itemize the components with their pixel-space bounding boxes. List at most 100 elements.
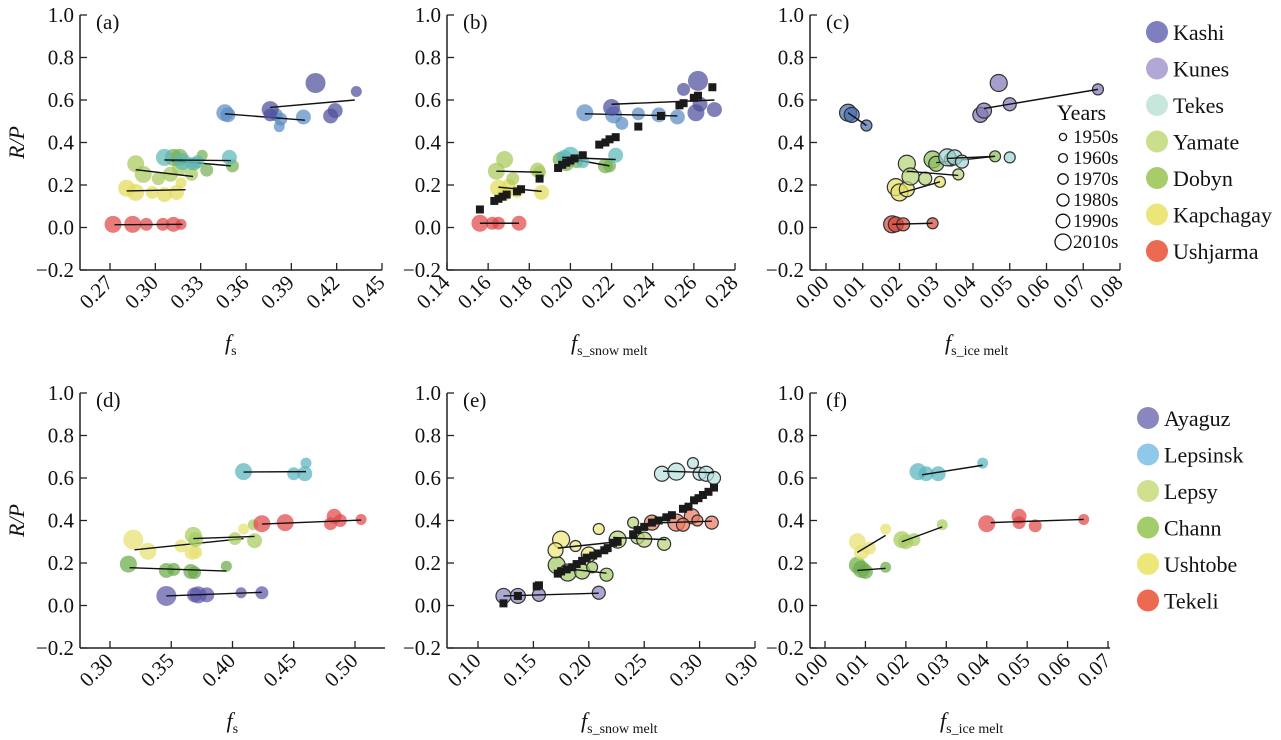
data-point <box>189 545 203 559</box>
size-legend-label: 1960s <box>1073 148 1118 169</box>
data-point <box>657 536 672 551</box>
size-legend-marker <box>1056 193 1070 207</box>
x-tick-label: 0.45 <box>258 649 301 692</box>
square-marker <box>513 591 522 600</box>
panel-label: (a) <box>96 10 119 34</box>
series-ushjarma <box>471 214 527 232</box>
data-point <box>221 149 237 165</box>
y-tick-label: 0.8 <box>48 46 74 70</box>
square-marker <box>689 93 698 102</box>
x-axis-subscript: s_snow melt <box>577 344 648 359</box>
trend-line <box>892 222 933 226</box>
y-tick-label: 0.0 <box>415 216 441 240</box>
square-marker <box>613 537 622 546</box>
trend-line <box>126 188 186 192</box>
y-tick-label: 0.0 <box>48 594 74 618</box>
data-point <box>145 185 159 199</box>
x-axis-title: fs <box>225 330 237 359</box>
square-marker <box>475 205 484 214</box>
series-ushtobe <box>123 523 250 560</box>
trend-line <box>164 159 231 162</box>
x-tick-label: 0.35 <box>136 649 179 692</box>
x-tick-label: 0.07 <box>1073 649 1116 692</box>
data-point <box>355 513 367 525</box>
series-ayaguz <box>495 585 606 605</box>
data-point <box>200 163 214 177</box>
data-point <box>168 184 184 200</box>
legend-item-ushtobe: Ushtobe <box>1137 552 1237 577</box>
x-tick-label: 0.30 <box>720 649 763 692</box>
x-tick-label: 0.22 <box>576 271 619 314</box>
trend-line <box>129 566 227 572</box>
trend-line <box>983 88 1099 110</box>
x-axis-title: fs_snow melt <box>571 330 648 359</box>
data-point <box>134 165 152 183</box>
y-tick-label: 0.6 <box>48 88 74 112</box>
legend-item-ayaguz: Ayaguz <box>1137 406 1231 431</box>
data-point <box>188 532 204 548</box>
trend-line <box>557 541 618 549</box>
square-marker <box>662 513 671 522</box>
data-point <box>880 561 892 573</box>
x-axis-subscript: s_ice melt <box>951 344 1008 359</box>
y-tick-label: −0.2 <box>36 258 74 282</box>
y-tick-label: 0.4 <box>778 509 805 533</box>
square-marker <box>693 91 702 100</box>
legend-label: Ushtobe <box>1164 552 1237 577</box>
legend-item-kashi: Kashi <box>1146 20 1224 45</box>
x-axis-title: fs_ice melt <box>940 708 1003 737</box>
square-marker <box>698 491 707 499</box>
data-point <box>576 104 594 122</box>
y-tick-label: 0.0 <box>415 594 441 618</box>
legend-marker <box>1146 57 1168 80</box>
data-point <box>631 107 645 121</box>
x-tick-label: 0.01 <box>830 649 873 692</box>
legend-marker <box>1146 167 1168 189</box>
size-legend-label: 1950s <box>1073 127 1118 148</box>
trend-line <box>947 155 996 160</box>
y-axis-title: R/P <box>4 126 29 160</box>
data-point <box>327 103 343 119</box>
series-tekes <box>155 148 237 171</box>
data-point <box>297 466 313 482</box>
square-marker <box>609 538 618 547</box>
square-marker <box>498 192 507 201</box>
square-marker <box>667 511 676 520</box>
size-legend-label: 1970s <box>1073 169 1118 190</box>
x-tick-label: 0.36 <box>211 271 254 314</box>
legend-marker <box>1146 203 1168 226</box>
panel-a: −0.20.00.20.40.60.81.00.27 0.30 0.33 0.36 0.… <box>4 3 390 359</box>
series-ushjarma <box>104 215 187 233</box>
square-marker <box>593 549 602 558</box>
square-marker <box>690 496 699 505</box>
square-marker <box>570 154 579 163</box>
square-marker <box>675 101 684 110</box>
legend-marker <box>1137 407 1159 429</box>
square-marker <box>534 581 543 590</box>
panel-f: −0.20.00.20.40.60.81.00.000.010.020.030.… <box>766 381 1116 737</box>
legend-item-kunes: Kunes <box>1146 57 1229 82</box>
y-tick-label: −0.2 <box>766 258 804 282</box>
x-axis-title: fs <box>227 708 239 737</box>
x-tick-label: 0.10 <box>443 649 486 692</box>
panel-label: (d) <box>96 388 121 412</box>
x-tick-label: 0.20 <box>535 271 578 314</box>
y-tick-label: 0.2 <box>778 551 804 575</box>
legend-marker <box>1137 589 1159 612</box>
data-point <box>496 151 514 168</box>
x-axis-title: fs_snow melt <box>581 708 658 737</box>
trend-line <box>921 464 983 476</box>
series-kunes <box>838 103 873 132</box>
x-tick-label: 0.20 <box>553 649 596 692</box>
data-point <box>691 514 704 527</box>
x-tick-label: 0.04 <box>951 648 994 691</box>
x-tick-label: 0.08 <box>1085 271 1128 314</box>
x-tick-label: 0.27 <box>75 271 118 314</box>
trend-line <box>856 534 887 553</box>
legend-item-lepsinsk: Lepsinsk <box>1137 443 1243 468</box>
square-marker <box>558 160 567 169</box>
y-tick-label: 1.0 <box>415 381 441 405</box>
data-point <box>608 147 624 163</box>
